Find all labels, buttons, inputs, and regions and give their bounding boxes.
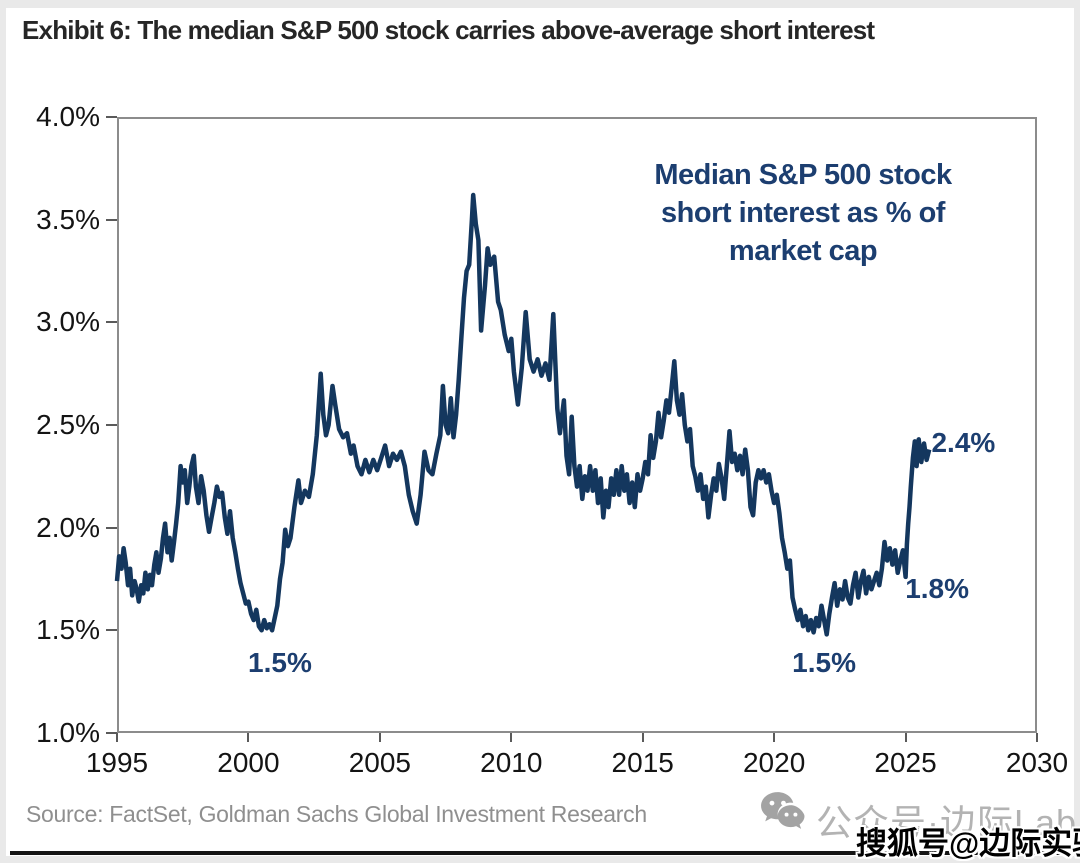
y-axis-label: 3.5%: [36, 203, 100, 235]
x-axis-label: 2005: [348, 747, 411, 778]
y-axis-tick: [106, 424, 117, 426]
x-axis-tick: [773, 733, 776, 742]
x-axis-label: 2030: [1005, 747, 1069, 778]
x-axis-label: 2010: [480, 747, 543, 778]
chart-inner-label-line: Median S&P 500 stock: [654, 159, 952, 191]
x-axis-tick: [247, 733, 250, 742]
bottom-divider-line: [10, 851, 1068, 855]
y-axis-label: 2.0%: [36, 511, 100, 543]
x-axis-tick: [510, 733, 513, 742]
wechat-icon: [761, 792, 805, 829]
value-annotation: 1.5%: [792, 647, 856, 679]
watermark-gray-text: 公众号·边际Lab: [816, 802, 1078, 843]
y-axis-label: 1.5%: [36, 614, 100, 646]
x-axis-label: 2015: [611, 747, 674, 778]
y-axis-tick: [106, 629, 117, 632]
watermark-black-text: 搜狐号@边际实验室: [856, 826, 1080, 861]
series-line: [114, 192, 932, 637]
x-axis-tick: [378, 733, 381, 742]
chart-inner-label: Median S&P 500 stock short interest as % …: [607, 156, 999, 270]
short-interest-line-chart: [114, 192, 932, 637]
y-axis-label: 4.0%: [36, 101, 100, 132]
page-title: Exhibit 6: The median S&P 500 stock carr…: [22, 15, 875, 45]
y-axis-tick: [106, 218, 117, 221]
x-axis-tick: [641, 733, 644, 742]
value-annotation: 2.4%: [931, 427, 996, 459]
y-axis-tick: [106, 526, 117, 529]
y-axis-label: 2.5%: [36, 409, 100, 440]
value-annotation: 1.8%: [905, 573, 970, 605]
x-axis-label: 2025: [874, 747, 937, 778]
x-axis-tick: [116, 733, 118, 742]
x-axis-label: 2000: [217, 747, 280, 778]
value-annotation: 1.5%: [248, 647, 312, 679]
x-axis-tick: [1036, 733, 1038, 742]
x-axis-label: 2020: [742, 747, 806, 778]
source-text: Source: FactSet, Goldman Sachs Global In…: [26, 801, 647, 827]
x-axis-label: 1995: [85, 747, 149, 778]
chart-inner-label-line: short interest as % of: [661, 197, 945, 229]
y-axis-label: 1.0%: [36, 717, 100, 748]
chart-inner-label-line: market cap: [728, 235, 878, 267]
y-axis-tick: [106, 321, 117, 324]
y-axis-tick: [106, 116, 117, 118]
y-axis-label: 3.0%: [36, 306, 100, 338]
x-axis-tick: [904, 733, 907, 742]
y-axis-tick: [106, 732, 117, 734]
